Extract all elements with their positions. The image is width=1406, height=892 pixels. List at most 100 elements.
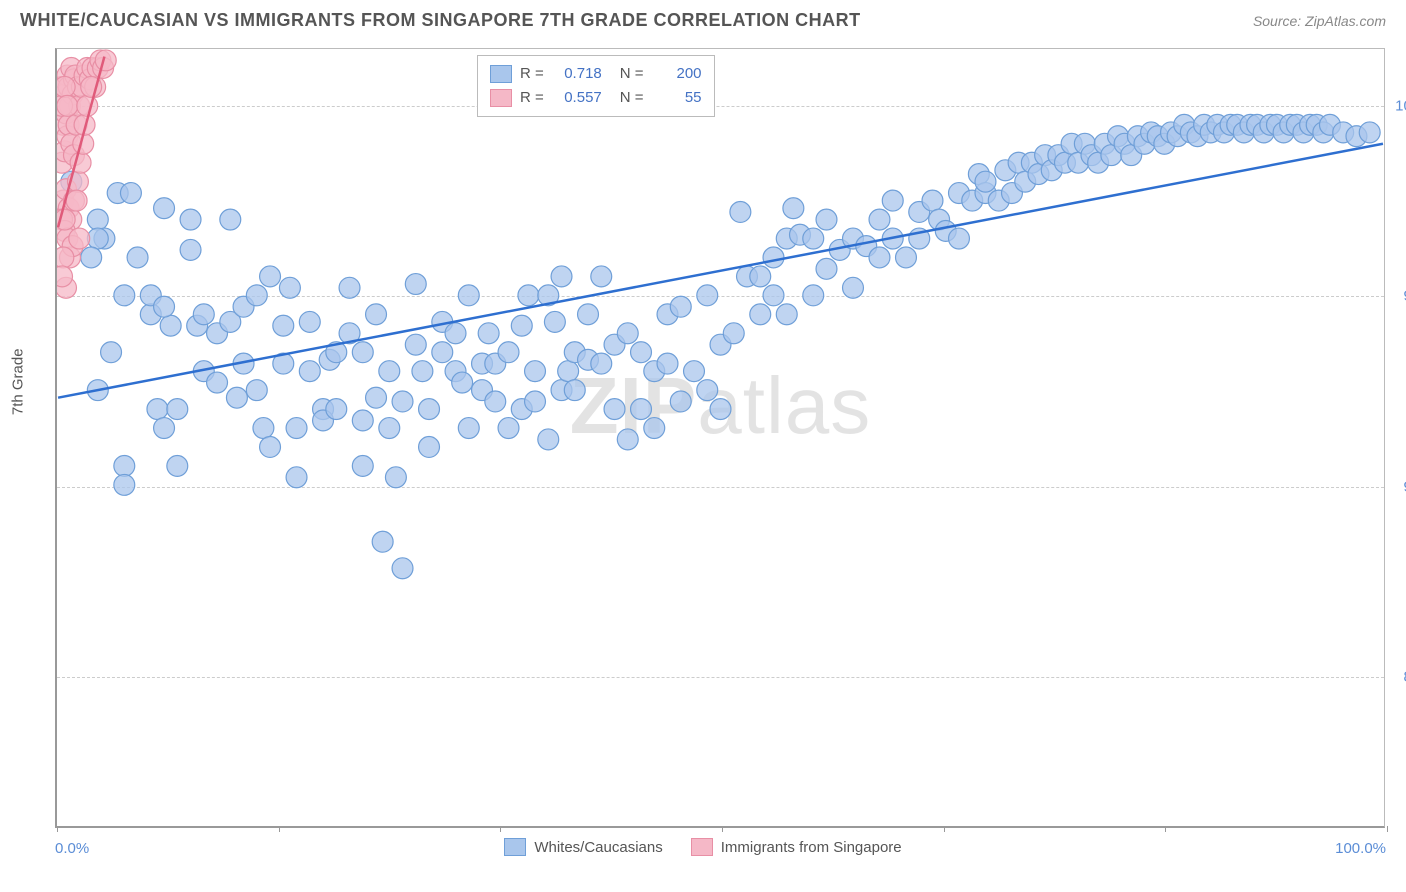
data-point	[405, 334, 426, 355]
data-point	[114, 474, 135, 495]
data-point	[66, 190, 87, 211]
data-point	[95, 50, 116, 71]
data-point	[419, 399, 440, 420]
data-point	[193, 304, 214, 325]
data-point	[352, 455, 373, 476]
data-point	[591, 266, 612, 287]
data-point	[458, 418, 479, 439]
data-point	[558, 361, 579, 382]
data-point	[57, 95, 78, 116]
legend-r-label: R =	[520, 86, 544, 110]
data-point	[366, 304, 387, 325]
data-point	[723, 323, 744, 344]
data-point	[730, 202, 751, 223]
data-point	[273, 315, 294, 336]
bottom-legend-item: Whites/Caucasians	[504, 838, 662, 856]
legend-n-value: 200	[654, 62, 702, 86]
x-tick	[500, 826, 501, 832]
x-tick	[57, 826, 58, 832]
scatter-plot-svg	[57, 49, 1384, 826]
data-point	[452, 372, 473, 393]
legend-n-label: N =	[620, 62, 644, 86]
data-point	[81, 247, 102, 268]
data-point	[180, 209, 201, 230]
data-point	[617, 429, 638, 450]
legend-swatch	[691, 838, 713, 856]
data-point	[57, 76, 75, 97]
data-point	[896, 247, 917, 268]
data-point	[458, 285, 479, 306]
data-point	[57, 266, 72, 287]
legend-swatch	[504, 838, 526, 856]
data-point	[631, 399, 652, 420]
data-point	[372, 531, 393, 552]
legend-r-value: 0.557	[554, 86, 602, 110]
data-point	[299, 311, 320, 332]
data-point	[843, 277, 864, 298]
data-point	[869, 209, 890, 230]
data-point	[816, 258, 837, 279]
series-legend: Whites/Caucasians Immigrants from Singapo…	[0, 838, 1406, 856]
data-point	[114, 285, 135, 306]
data-point	[419, 437, 440, 458]
data-point	[432, 342, 453, 363]
data-point	[127, 247, 148, 268]
legend-row: R =0.718N = 200	[490, 62, 702, 86]
data-point	[246, 285, 267, 306]
x-tick	[1387, 826, 1388, 832]
data-point	[869, 247, 890, 268]
data-point	[763, 247, 784, 268]
data-point	[339, 277, 360, 298]
data-point	[226, 387, 247, 408]
data-point	[220, 209, 241, 230]
legend-item-label: Immigrants from Singapore	[721, 839, 902, 856]
data-point	[478, 323, 499, 344]
chart-header: WHITE/CAUCASIAN VS IMMIGRANTS FROM SINGA…	[0, 0, 1406, 36]
data-point	[352, 410, 373, 431]
data-point	[670, 391, 691, 412]
data-point	[326, 399, 347, 420]
data-point	[604, 399, 625, 420]
y-tick-label: 100.0%	[1395, 98, 1406, 115]
data-point	[101, 342, 122, 363]
x-tick	[722, 826, 723, 832]
data-point	[299, 361, 320, 382]
data-point	[392, 558, 413, 579]
data-point	[87, 209, 108, 230]
data-point	[564, 380, 585, 401]
data-point	[551, 266, 572, 287]
data-point	[591, 353, 612, 374]
data-point	[167, 455, 188, 476]
data-point	[617, 323, 638, 344]
data-point	[207, 372, 228, 393]
data-point	[525, 361, 546, 382]
data-point	[882, 190, 903, 211]
data-point	[776, 304, 797, 325]
data-point	[538, 429, 559, 450]
data-point	[260, 266, 281, 287]
data-point	[816, 209, 837, 230]
data-point	[246, 380, 267, 401]
chart-plot-area: ZIPatlas R =0.718N = 200R =0.557N = 55 1…	[55, 48, 1385, 828]
legend-n-value: 55	[654, 86, 702, 110]
bottom-legend-item: Immigrants from Singapore	[691, 838, 902, 856]
chart-title: WHITE/CAUCASIAN VS IMMIGRANTS FROM SINGA…	[20, 10, 861, 31]
data-point	[77, 95, 98, 116]
data-point	[803, 285, 824, 306]
data-point	[392, 391, 413, 412]
data-point	[803, 228, 824, 249]
data-point	[544, 311, 565, 332]
data-point	[750, 304, 771, 325]
data-point	[253, 418, 274, 439]
data-point	[379, 418, 400, 439]
data-point	[405, 274, 426, 295]
data-point	[1359, 122, 1380, 143]
data-point	[498, 418, 519, 439]
data-point	[279, 277, 300, 298]
data-point	[114, 455, 135, 476]
data-point	[352, 342, 373, 363]
legend-swatch	[490, 89, 512, 107]
data-point	[750, 266, 771, 287]
legend-r-label: R =	[520, 62, 544, 86]
data-point	[644, 418, 665, 439]
